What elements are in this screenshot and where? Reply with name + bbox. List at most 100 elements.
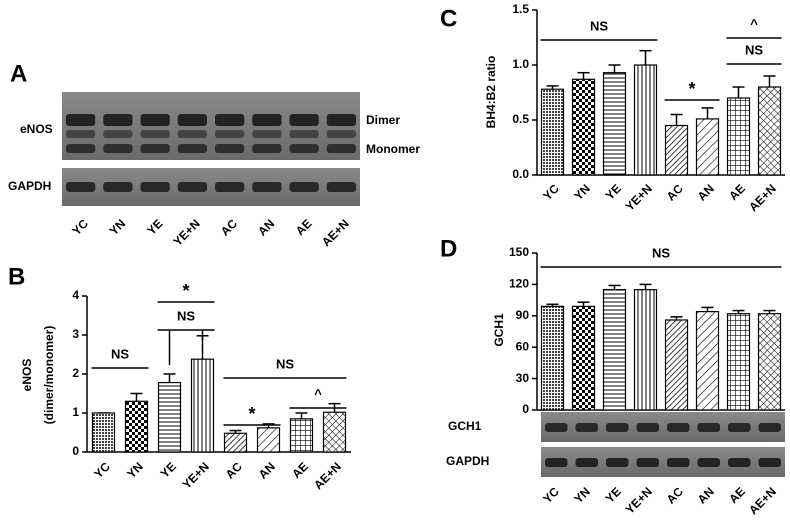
x-tick-label: AN bbox=[256, 459, 278, 481]
bar bbox=[91, 412, 116, 453]
x-tick-label: YE bbox=[158, 459, 179, 480]
lane-label: AE bbox=[293, 216, 315, 238]
lane-label: YE+N bbox=[170, 216, 202, 248]
significance-label: NS bbox=[745, 42, 763, 57]
blot-row-label: eNOS bbox=[20, 122, 53, 136]
x-tick-label: YN bbox=[571, 484, 593, 506]
blot-band bbox=[103, 114, 133, 126]
y-tick-label: 1.5 bbox=[512, 2, 529, 16]
lane-label: YE bbox=[144, 216, 165, 237]
blot-band bbox=[140, 182, 170, 192]
x-tick-label: YE+N bbox=[623, 484, 655, 516]
blot-band bbox=[636, 423, 659, 432]
y-tick-label: 2 bbox=[72, 366, 79, 380]
blot-band bbox=[66, 144, 96, 153]
blot-row-label: GCH1 bbox=[448, 419, 482, 433]
blot-band bbox=[667, 458, 690, 467]
y-tick-label: 0.0 bbox=[512, 167, 529, 181]
y-axis-label: BH4:B2 ratio bbox=[484, 56, 498, 129]
lane-label: AN bbox=[255, 216, 277, 238]
blot-band bbox=[728, 423, 751, 432]
blot-band bbox=[289, 144, 319, 153]
blot-band bbox=[140, 114, 170, 126]
blot-band bbox=[66, 182, 96, 192]
blot-band-label: Monomer bbox=[366, 142, 420, 156]
x-tick-label: YE bbox=[603, 181, 624, 202]
blot-band bbox=[326, 182, 356, 192]
bar bbox=[540, 305, 565, 411]
bar bbox=[602, 72, 627, 176]
blot-band bbox=[252, 144, 282, 153]
y-tick-label: 4 bbox=[72, 288, 79, 302]
blot-band bbox=[636, 458, 659, 467]
x-tick-label: YN bbox=[124, 459, 146, 481]
blot-band bbox=[697, 423, 720, 432]
y-tick-label: 150 bbox=[509, 245, 529, 259]
blot-band bbox=[326, 130, 356, 138]
x-tick-label: AN bbox=[695, 181, 717, 203]
lane-label: AC bbox=[218, 216, 240, 238]
x-tick-label: YE bbox=[603, 484, 624, 505]
lane-label: YC bbox=[69, 216, 91, 238]
significance-label: NS bbox=[111, 346, 129, 361]
blot-band bbox=[575, 423, 598, 432]
bar bbox=[633, 64, 658, 176]
blot-band bbox=[215, 182, 245, 192]
bar bbox=[190, 358, 215, 453]
significance-label: * bbox=[182, 281, 189, 301]
blot-band bbox=[326, 114, 356, 126]
bar bbox=[289, 418, 314, 453]
blot-band bbox=[215, 144, 245, 153]
bar bbox=[223, 432, 248, 453]
significance-label: ^ bbox=[750, 16, 758, 31]
bar bbox=[664, 124, 689, 176]
blot-band bbox=[758, 423, 781, 432]
blot-band bbox=[215, 114, 245, 126]
x-tick-label: AE+N bbox=[746, 181, 779, 214]
blot-band bbox=[289, 114, 319, 126]
bar bbox=[695, 311, 720, 411]
blot-row-label: GAPDH bbox=[446, 454, 489, 468]
blot-band bbox=[545, 423, 568, 432]
blot-band bbox=[177, 130, 207, 138]
bar bbox=[633, 289, 658, 411]
x-tick-label: YC bbox=[540, 484, 562, 506]
x-tick-label: AE bbox=[726, 181, 748, 203]
x-tick-label: AE bbox=[289, 459, 311, 481]
blot-band bbox=[728, 458, 751, 467]
blot-band bbox=[140, 130, 170, 138]
bar bbox=[124, 400, 149, 453]
bar bbox=[256, 427, 281, 453]
blot-band bbox=[66, 114, 96, 126]
y-tick-label: 0 bbox=[72, 444, 79, 458]
blot-band bbox=[326, 144, 356, 153]
blot-band bbox=[252, 130, 282, 138]
x-tick-label: YN bbox=[571, 181, 593, 203]
lane-label: YN bbox=[107, 216, 129, 238]
x-tick-label: AE bbox=[726, 484, 748, 506]
blot-band bbox=[252, 182, 282, 192]
blot-band bbox=[289, 130, 319, 138]
x-tick-label: YC bbox=[540, 181, 562, 203]
bar bbox=[757, 313, 782, 411]
y-tick-label: 1 bbox=[72, 405, 79, 419]
blot-band bbox=[697, 458, 720, 467]
blot-band bbox=[140, 144, 170, 153]
bar bbox=[157, 381, 182, 453]
blot-band bbox=[606, 458, 629, 467]
bar bbox=[726, 313, 751, 411]
y-axis-label: (dimer/monomer) bbox=[42, 326, 56, 425]
blot-band bbox=[103, 144, 133, 153]
bar bbox=[726, 97, 751, 176]
panel-letter: C bbox=[440, 5, 457, 32]
blot-band bbox=[575, 458, 598, 467]
bar bbox=[540, 88, 565, 176]
lane-label: AE+N bbox=[319, 216, 352, 249]
blot-band bbox=[215, 130, 245, 138]
significance-label: NS bbox=[177, 308, 195, 323]
x-tick-label: AE+N bbox=[311, 459, 344, 492]
x-tick-label: AC bbox=[223, 459, 245, 481]
y-tick-label: 1.0 bbox=[512, 57, 529, 71]
y-axis-label: GCH1 bbox=[492, 313, 506, 347]
bar bbox=[322, 411, 347, 453]
